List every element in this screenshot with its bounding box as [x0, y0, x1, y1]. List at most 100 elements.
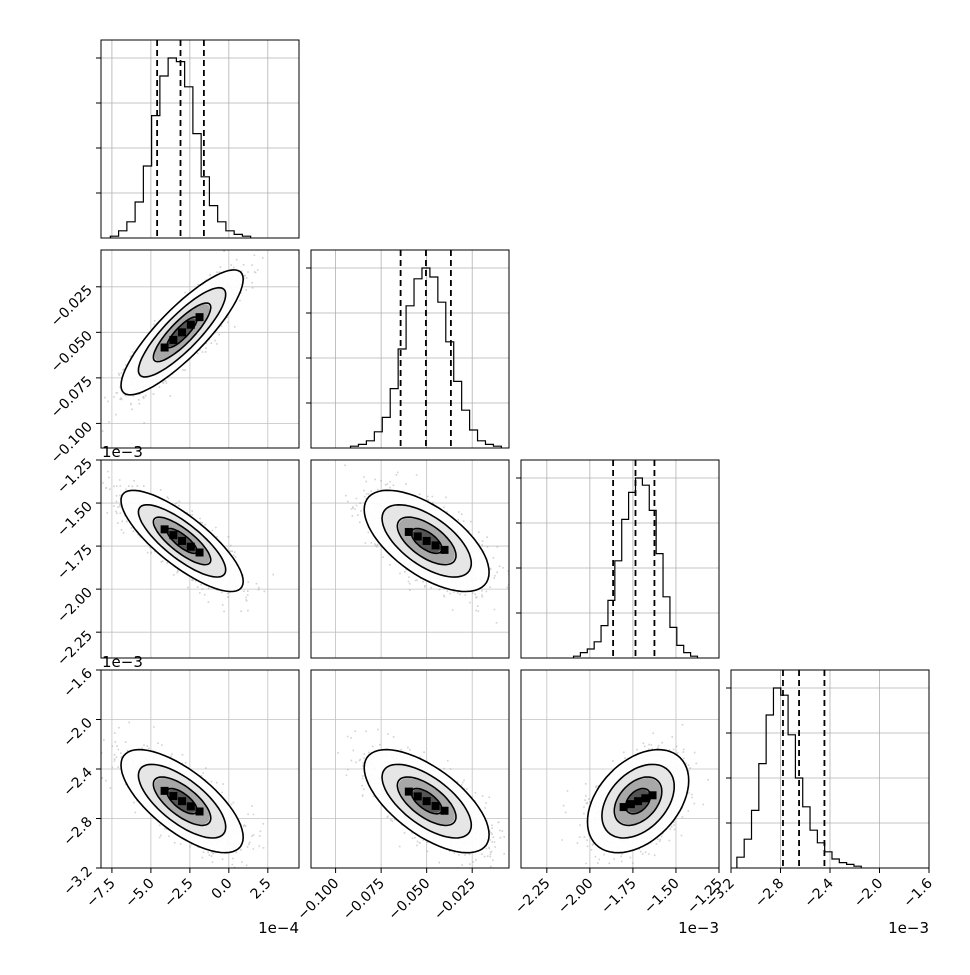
tick-label-x-p2-1: −2.00 [555, 876, 597, 918]
density-core-4 [195, 313, 204, 322]
density-core-4 [440, 806, 449, 815]
hist-panel-p0 [96, 39, 300, 239]
tick-label-x-p0-3: 0.0 [209, 876, 236, 903]
density-core-2 [422, 536, 431, 545]
contour-line-1 [396, 776, 457, 827]
contour-line-0 [166, 316, 198, 349]
tick-label-y-p2-1: −2.00 [54, 585, 96, 627]
tick-label-x-p0-4: 2.5 [248, 876, 275, 903]
contour-line-3 [363, 489, 490, 593]
panel-frame [100, 459, 300, 659]
contour-line-3 [120, 269, 245, 396]
panel-frame [100, 249, 300, 449]
contour-line-0 [166, 527, 198, 555]
contour-line-3 [363, 748, 490, 854]
tick-label-x-p1-2: −0.050 [386, 876, 434, 924]
tick-label-y-p3-2: −2.4 [60, 764, 95, 799]
density-core-2 [178, 328, 187, 337]
tick-label-y-p2-3: −1.50 [54, 499, 96, 541]
contour-line-2 [137, 504, 227, 578]
density-core-1 [413, 792, 422, 801]
contour-line-0 [410, 787, 443, 815]
density-core-2 [422, 797, 431, 806]
offset-label-y-p2: 1e−3 [102, 443, 143, 461]
contour-line-2 [601, 763, 676, 839]
tick-label-y-p3-1: −2.8 [60, 814, 95, 849]
panel-frame-p1 [310, 249, 510, 449]
tick-label-x-p2-3: −1.50 [641, 876, 683, 918]
density-core-3 [431, 541, 440, 550]
tick-label-x-p3-4: −1.6 [900, 875, 935, 910]
contour-line-1 [152, 516, 212, 566]
hist-panel-p3 [726, 669, 930, 869]
tick-label-x-p3-3: −2.0 [851, 876, 886, 911]
panel-frame-p0 [100, 39, 300, 239]
panel-p2-vs-p1 [310, 459, 510, 659]
density-core-4 [195, 548, 204, 557]
tick-label-y-p1-1: −0.075 [48, 373, 96, 421]
density-core-2 [178, 536, 187, 545]
density-core-4 [195, 807, 204, 816]
panel-frame [520, 669, 720, 869]
tick-label-y-p2-0: −2.25 [54, 628, 96, 670]
density-core-0 [160, 525, 169, 534]
contour-line-0 [624, 787, 652, 815]
offset-label-x-p3: 1e−3 [888, 919, 929, 937]
contour-line-1 [152, 776, 212, 827]
tick-label-x-p2-2: −1.75 [598, 876, 640, 918]
density-core-0 [619, 803, 628, 812]
contour-line-0 [410, 527, 443, 555]
density-core-1 [413, 532, 422, 541]
density-core-3 [641, 794, 650, 803]
tick-label-x-p3-2: −2.4 [801, 875, 836, 910]
density-core-3 [186, 802, 195, 811]
tick-label-x-p1-0: −0.100 [294, 876, 342, 924]
offset-label-x-p2: 1e−3 [678, 919, 719, 937]
histogram-line-p1 [349, 267, 502, 448]
contour-line-2 [137, 763, 227, 839]
density-core-0 [404, 787, 413, 796]
offset-label-y-p3: 1e−3 [102, 653, 143, 671]
density-core-3 [431, 801, 440, 810]
contour-line-0 [166, 787, 198, 815]
contour-line-3 [120, 748, 245, 854]
tick-label-x-p3-0: −3.2 [702, 876, 737, 911]
tick-label-x-p2-0: −2.25 [512, 876, 554, 918]
panel-frame [310, 459, 510, 659]
contour-line-2 [137, 286, 227, 378]
density-core-1 [169, 792, 178, 801]
density-core-3 [186, 320, 195, 329]
density-core-4 [648, 791, 657, 800]
panel-p1-vs-p0 [100, 249, 300, 449]
density-core-1 [169, 531, 178, 540]
contour-line-3 [586, 748, 690, 854]
hist-panel-p1 [306, 249, 510, 449]
density-core-2 [178, 797, 187, 806]
offset-label-x-p0: 1e−4 [258, 919, 299, 937]
tick-label-x-p1-1: −0.075 [340, 876, 388, 924]
tick-label-y-p3-3: −2.0 [60, 715, 95, 750]
density-core-1 [169, 335, 178, 344]
density-core-0 [404, 527, 413, 536]
tick-label-x-p1-3: −0.025 [431, 876, 479, 924]
tick-label-y-p1-2: −0.050 [48, 328, 96, 376]
tick-label-x-p3-1: −2.8 [752, 876, 787, 911]
panel-p3-vs-p1 [310, 669, 510, 869]
tick-label-y-p2-2: −1.75 [54, 542, 96, 584]
histogram-line-p3 [736, 687, 862, 868]
contour-line-1 [152, 302, 212, 363]
density-core-2 [634, 797, 643, 806]
panel-p3-vs-p2 [520, 669, 720, 869]
tick-label-y-p3-4: −1.6 [60, 665, 95, 700]
hist-panel-p2 [516, 459, 720, 659]
contour-line-1 [613, 776, 663, 827]
density-core-4 [440, 545, 449, 554]
tick-label-x-p0-1: −5.0 [122, 876, 157, 911]
tick-label-y-p1-3: −0.025 [48, 282, 96, 330]
panel-frame [310, 669, 510, 869]
panel-p3-vs-p0 [100, 669, 300, 869]
tick-label-x-p0-2: −2.5 [161, 876, 196, 911]
contour-line-1 [396, 516, 457, 566]
